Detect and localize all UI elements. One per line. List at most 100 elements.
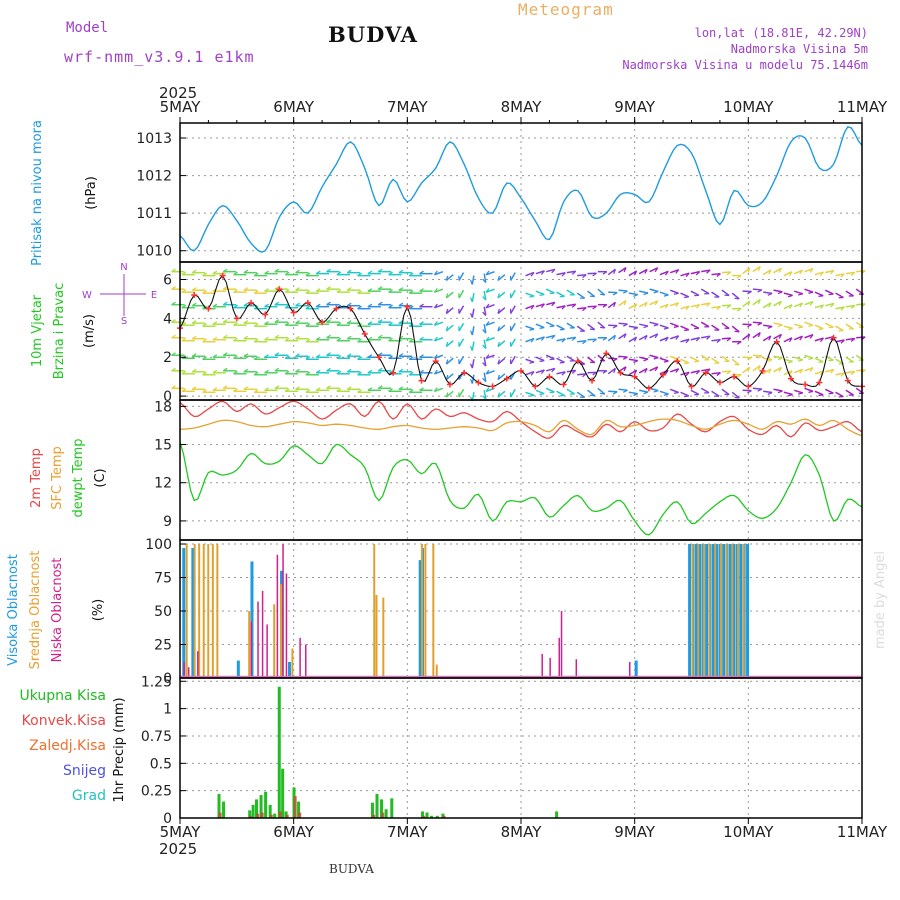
wind-arrow-head bbox=[685, 272, 690, 278]
precip-total-bar bbox=[555, 811, 559, 818]
cloud-mid-bar bbox=[280, 584, 283, 678]
wind-arrow-head bbox=[551, 334, 556, 340]
wind-arrow-head bbox=[305, 290, 311, 294]
wind-arrow bbox=[783, 337, 793, 343]
wind-axis-title-b: Brzina i Pravac bbox=[52, 283, 67, 380]
wind-arrow-head bbox=[622, 290, 628, 294]
wind-arrow-head bbox=[315, 303, 321, 308]
wind-arrow-head bbox=[633, 270, 638, 276]
cloud-high-bar bbox=[722, 544, 726, 678]
wind-arrow-head bbox=[485, 270, 490, 276]
wind-arrow-head bbox=[202, 371, 207, 376]
wind-arrow-head bbox=[315, 387, 321, 391]
wind-arrow bbox=[752, 265, 761, 273]
wind-gust-marker bbox=[248, 299, 255, 306]
wind-arrow-head bbox=[305, 323, 311, 327]
wind-arrow-head bbox=[613, 335, 617, 340]
wind-arrow bbox=[700, 288, 710, 295]
wind-arrow-head bbox=[788, 304, 793, 310]
wind-arrow bbox=[587, 290, 596, 298]
y-label-cloud: 100 bbox=[145, 537, 172, 553]
wind-arrow-head bbox=[445, 359, 449, 365]
wind-arrow-head bbox=[482, 296, 487, 301]
model-label: Model bbox=[66, 20, 109, 36]
wind-arrow-head bbox=[274, 319, 280, 323]
wind-arrow-head bbox=[684, 329, 689, 332]
wind-arrow bbox=[659, 336, 669, 342]
wind-arrow bbox=[535, 270, 545, 275]
wind-gust-marker bbox=[745, 383, 752, 390]
wind-arrow bbox=[762, 269, 772, 276]
wind-arrow-head bbox=[726, 337, 732, 342]
wind-arrow-head bbox=[818, 328, 824, 331]
wind-arrow bbox=[510, 338, 516, 347]
wind-arrow-head bbox=[623, 333, 627, 339]
wind-arrow bbox=[434, 321, 444, 326]
wind-arrow bbox=[649, 366, 659, 372]
wind-arrow-head bbox=[777, 357, 783, 361]
wind-arrow-head bbox=[264, 369, 269, 374]
wind-arrow-head bbox=[551, 368, 556, 373]
wind-arrow-head bbox=[284, 337, 290, 342]
wind-arrow bbox=[618, 300, 627, 307]
wind-arrow bbox=[628, 292, 638, 296]
wind-arrow bbox=[793, 269, 803, 275]
wind-arrow-head bbox=[346, 353, 352, 357]
wind-arrow-head bbox=[419, 354, 424, 358]
precip-total-bar bbox=[251, 804, 255, 818]
wind-arrow bbox=[566, 355, 575, 362]
wind-arrow bbox=[701, 302, 711, 306]
wind-arrow bbox=[804, 387, 814, 393]
wind-arrow-head bbox=[685, 338, 690, 344]
wind-arrow bbox=[510, 272, 516, 281]
wind-arrow bbox=[700, 321, 710, 328]
wind-arrow bbox=[638, 367, 648, 374]
wind-arrow-head bbox=[695, 337, 701, 342]
wind-arrow bbox=[607, 334, 616, 342]
wind-arrow bbox=[597, 288, 606, 296]
wind-gust-marker bbox=[731, 373, 738, 380]
wind-arrow bbox=[471, 359, 475, 369]
wind-arrow bbox=[783, 391, 793, 396]
wind-arrow bbox=[762, 368, 772, 375]
wind-gust-marker bbox=[589, 377, 596, 384]
wind-arrow bbox=[731, 292, 740, 300]
wind-arrow-head bbox=[529, 295, 535, 298]
wind-arrow-head bbox=[612, 292, 618, 296]
wind-arrow-head bbox=[295, 335, 300, 340]
wind-arrow bbox=[545, 387, 555, 393]
y-label-cloud: 0 bbox=[163, 671, 172, 687]
wind-gust-marker bbox=[716, 379, 723, 386]
wind-arrow bbox=[485, 354, 495, 360]
wind-arrow-head bbox=[326, 319, 331, 323]
y-label-precip: 0.25 bbox=[141, 784, 172, 800]
precip-unit: 1hr Precip (mm) bbox=[112, 697, 127, 802]
wind-arrow-head bbox=[788, 337, 793, 343]
wind-arrow-head bbox=[540, 303, 545, 308]
wind-arrow-head bbox=[757, 365, 761, 371]
wind-arrow-head bbox=[346, 335, 352, 340]
wind-arrow bbox=[742, 267, 751, 275]
wind-arrow bbox=[763, 291, 773, 295]
y-label-temp: 9 bbox=[163, 514, 172, 530]
wind-arrow-head bbox=[305, 371, 311, 376]
wind-arrow-head bbox=[222, 301, 228, 306]
wind-arrow-head bbox=[367, 336, 373, 341]
wind-arrow-head bbox=[171, 334, 176, 339]
wind-arrow-head bbox=[747, 333, 751, 339]
wind-arrow bbox=[577, 273, 587, 277]
wind-arrow-head bbox=[549, 292, 555, 295]
wind-arrow bbox=[525, 325, 535, 330]
wind-gust-marker bbox=[446, 381, 453, 388]
wind-arrow-head bbox=[622, 323, 628, 327]
wind-arrow bbox=[546, 268, 556, 273]
wind-arrow-head bbox=[274, 286, 280, 290]
wind-arrow bbox=[690, 370, 700, 374]
cloud-high-bar bbox=[250, 561, 254, 678]
cloud-low-bar bbox=[299, 637, 301, 678]
wind-arrow bbox=[556, 291, 565, 298]
wind-arrow bbox=[525, 391, 535, 396]
wind-arrow-head bbox=[643, 292, 649, 296]
wind-arrow bbox=[690, 336, 700, 341]
wind-arrow-head bbox=[202, 389, 207, 393]
